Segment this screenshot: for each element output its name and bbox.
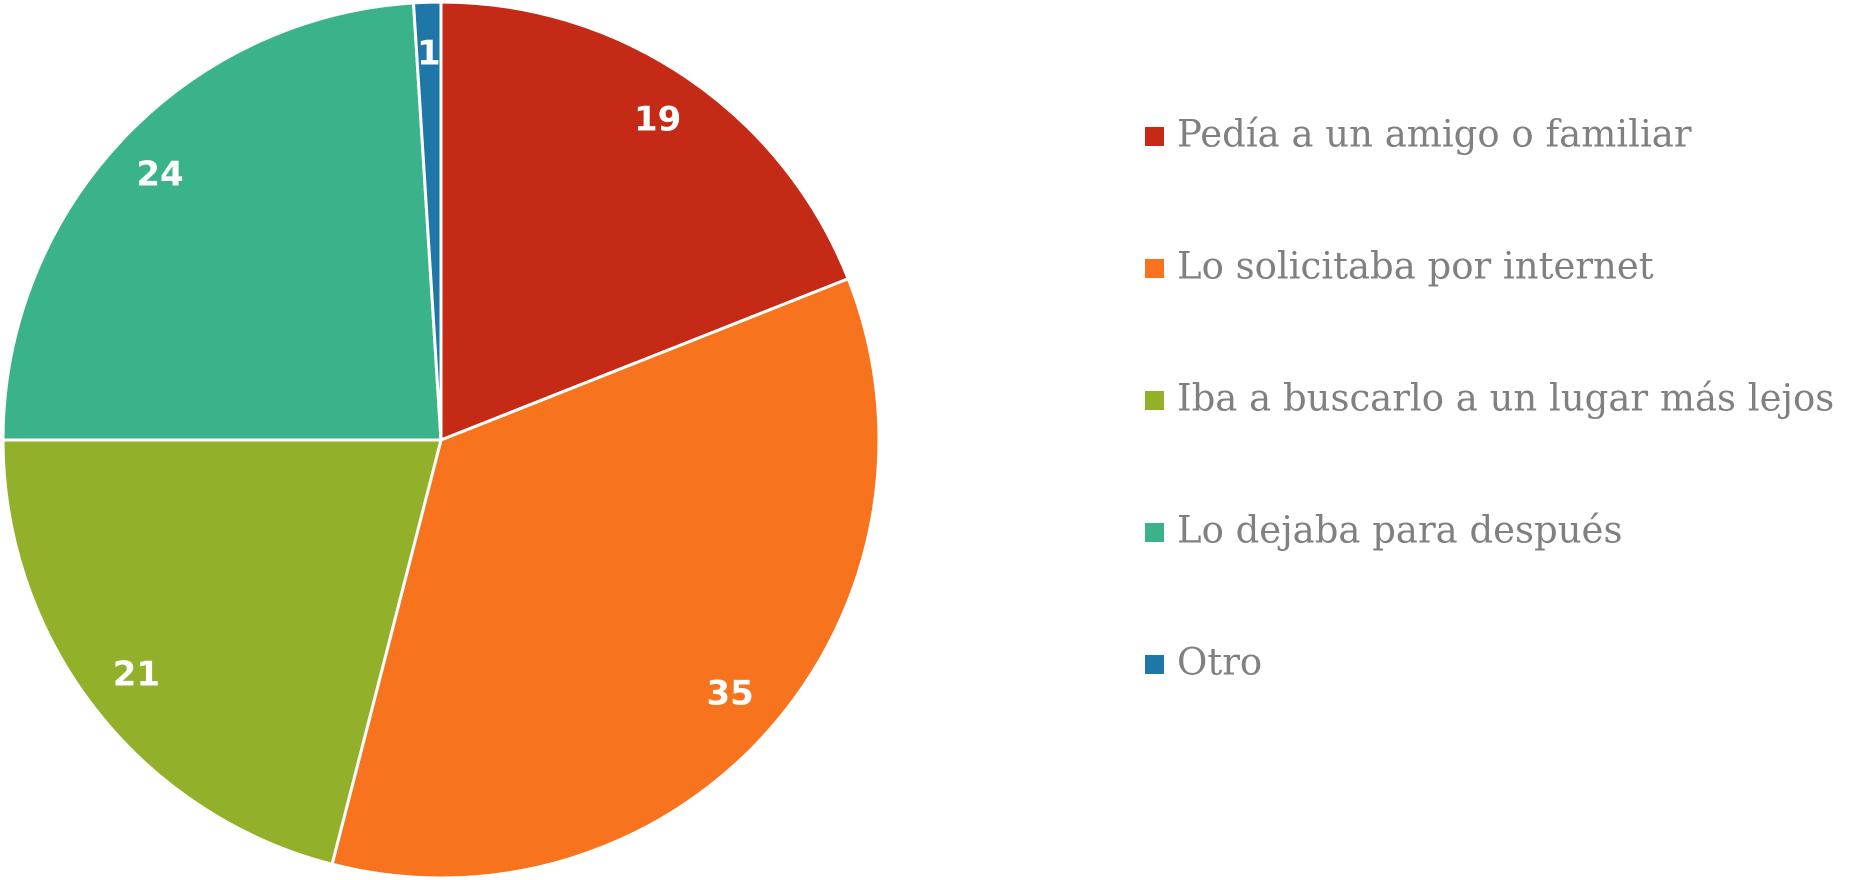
data-label: 21 xyxy=(113,655,160,695)
legend-swatch xyxy=(1145,259,1164,278)
legend-label: Lo dejaba para después xyxy=(1177,509,1622,552)
data-label: 35 xyxy=(706,673,753,713)
legend-label: Lo solicitaba por internet xyxy=(1177,245,1654,288)
data-label: 24 xyxy=(136,155,183,195)
pie-slice xyxy=(411,0,443,441)
legend-label: Otro xyxy=(1177,641,1262,684)
data-label: 1 xyxy=(417,33,441,73)
legend-swatch xyxy=(1145,127,1164,146)
legend-swatch xyxy=(1145,391,1164,410)
legend-label: Iba a buscarlo a un lugar más lejos xyxy=(1177,377,1834,420)
legend-swatch xyxy=(1145,523,1164,542)
legend-label: Pedía a un amigo o familiar xyxy=(1177,113,1692,156)
legend-swatch xyxy=(1145,655,1164,674)
pie-slice xyxy=(1,1,443,442)
pie-slice xyxy=(439,0,851,443)
data-label: 19 xyxy=(634,100,681,140)
pie-slice xyxy=(1,438,443,867)
pie-slice xyxy=(330,276,881,880)
